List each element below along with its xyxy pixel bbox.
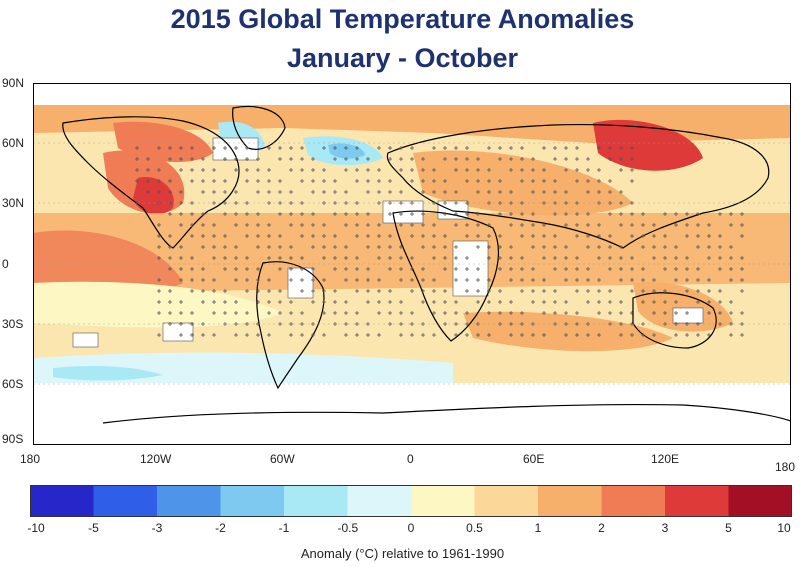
colorbar-swatch: [601, 485, 666, 517]
colorbar-tick-label: 5: [725, 521, 732, 535]
colorbar-swatch: [665, 485, 729, 517]
colorbar-swatch: [538, 485, 602, 517]
outline-south-america: [256, 261, 325, 390]
lat-label-60n: 60N: [2, 136, 25, 150]
outline-north-america: [62, 116, 240, 249]
lat-label-30s: 30S: [2, 317, 24, 331]
anomaly-region-npacific-core: [133, 177, 174, 215]
colorbar-swatch: [220, 485, 285, 517]
no-data-cell: [72, 332, 99, 348]
lon-label-180e: 180: [775, 460, 796, 474]
colorbar-caption: Anomaly (°C) relative to 1961-1990: [300, 546, 505, 561]
colorbar-swatch: [157, 485, 221, 517]
colorbar-tick-label: 1: [534, 521, 542, 535]
lon-label-120e: 120E: [651, 452, 680, 466]
no-data-cell: [437, 200, 469, 220]
no-data-cell: [162, 322, 194, 342]
map-subtitle: January - October: [286, 43, 519, 73]
no-data-antarctica: [33, 383, 791, 445]
no-data-regions: [33, 83, 791, 445]
colorbar-frame: [30, 485, 792, 517]
anomaly-region-natlantic-core: [328, 143, 365, 159]
colorbar: [30, 485, 792, 517]
colorbar-swatch: [284, 485, 348, 517]
anomaly-region-south-indian-warm: [463, 311, 673, 352]
lat-gridlines: [33, 142, 791, 385]
lat-label-0: 0: [2, 257, 9, 271]
outline-eurasia: [386, 123, 770, 249]
colorbar-tick-label: -2: [215, 521, 226, 535]
lon-label-180w: 180: [20, 452, 41, 466]
lat-label-90s: 90S: [2, 432, 24, 446]
anomaly-region-siberia-hot: [593, 119, 703, 171]
no-data-cell: [287, 267, 314, 299]
colorbar-tick-label: -5: [88, 521, 99, 535]
colorbar-tick-label: -1: [278, 521, 290, 535]
outline-australia: [632, 292, 717, 349]
colorbar-tick-label: 0.5: [466, 521, 483, 535]
map-frame: [33, 83, 791, 445]
colorbar-swatch: [474, 485, 539, 517]
no-data-cell: [672, 307, 704, 324]
colorbar-tick-label: -10: [27, 521, 45, 535]
lat-label-90n: 90N: [2, 76, 25, 90]
lon-label-60w: 60W: [270, 452, 295, 466]
colorbar-swatch: [728, 485, 792, 517]
colorbar-tick-label: 2: [598, 521, 605, 535]
colorbar-swatch: [30, 485, 94, 517]
anomaly-region-australia-warm: [633, 282, 733, 332]
outline-africa: [392, 210, 499, 342]
lat-label-30n: 30N: [2, 196, 25, 210]
colorbar-swatch: [411, 485, 475, 517]
no-data-north-pole: [33, 83, 791, 105]
colorbar-swatch: [93, 485, 158, 517]
outline-greenland: [232, 105, 286, 150]
outline-antarctica: [102, 403, 791, 424]
anomaly-region-south-pacific-cool: [33, 281, 283, 328]
colorbar-tick-label: 3: [661, 521, 669, 535]
anomaly-region-southern-ocean-cold: [53, 365, 163, 381]
lon-label-60e: 60E: [523, 452, 545, 466]
anomaly-regions: [33, 105, 791, 383]
colorbar-tick-label: -3: [151, 521, 163, 535]
colorbar-tick-label: -0.5: [337, 521, 359, 535]
lat-label-60s: 60S: [2, 377, 24, 391]
lon-label-0: 0: [407, 452, 414, 466]
colorbar-tick-label: 0: [407, 521, 415, 535]
map-title: 2015 Global Temperature Anomalies: [170, 4, 635, 34]
colorbar-swatch: [347, 485, 412, 517]
anomaly-region-east-pacific-warm: [33, 230, 183, 295]
anomaly-region-eurasia-warm: [413, 150, 633, 216]
anomaly-region-tropics-warm: [33, 213, 791, 293]
colorbar-tick-label: 10: [777, 521, 791, 535]
land-outlines: [62, 105, 791, 424]
no-data-cell: [452, 240, 489, 297]
anomaly-map: [33, 83, 791, 445]
lon-label-120w: 120W: [140, 452, 172, 466]
